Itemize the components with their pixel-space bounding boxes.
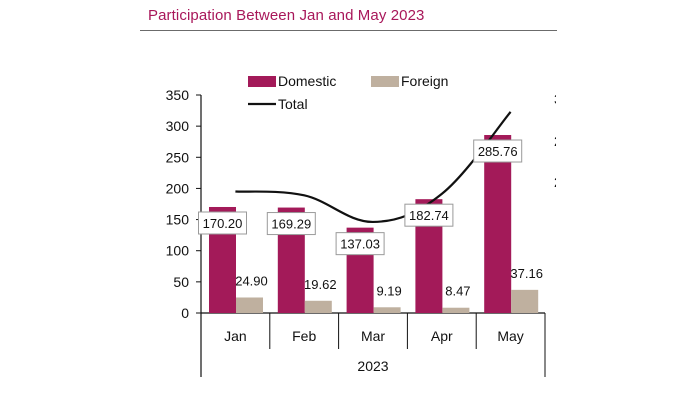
data-label-foreign: 37.16 xyxy=(510,266,543,281)
data-label-domestic: 137.03 xyxy=(340,237,380,252)
bar-foreign xyxy=(511,289,539,313)
y-tick-label: 50 xyxy=(173,274,189,290)
legend-label-foreign: Foreign xyxy=(401,73,448,89)
x-tick-label: Mar xyxy=(361,328,385,344)
legend: Domestic Foreign Total xyxy=(248,73,448,112)
bar-foreign xyxy=(373,307,401,313)
legend-label-total: Total xyxy=(278,96,308,112)
y-tick-label: 100 xyxy=(166,243,190,259)
y-tick-label: 0 xyxy=(181,305,189,321)
title-divider xyxy=(140,30,557,31)
y-tick-label: 350 xyxy=(166,87,190,103)
chart-title: Participation Between Jan and May 2023 xyxy=(148,7,425,24)
bar-domestic xyxy=(484,135,512,313)
x-tick-label: Jan xyxy=(224,328,247,344)
data-label-foreign: 9.19 xyxy=(376,283,401,298)
y-tick-label: 150 xyxy=(166,212,190,228)
y-tick-label: 300 xyxy=(166,118,190,134)
x-axis-group-label: 2023 xyxy=(357,358,388,374)
data-label-box-domestic xyxy=(404,203,454,227)
legend-swatch-foreign xyxy=(371,76,399,87)
data-label-domestic: 182.74 xyxy=(409,208,449,223)
data-label-foreign: 19.62 xyxy=(304,277,337,292)
y-tick-label: 250 xyxy=(166,149,190,165)
data-label-domestic: 170.20 xyxy=(203,216,243,231)
data-label-domestic: 285.76 xyxy=(478,144,518,159)
data-label-foreign: 24.90 xyxy=(235,273,268,288)
bar-foreign xyxy=(236,297,263,313)
legend-label-domestic: Domestic xyxy=(278,73,336,89)
data-label-box-domestic xyxy=(335,232,385,256)
data-label-box-domestic xyxy=(473,139,523,163)
y-tick-label: 200 xyxy=(166,180,190,196)
data-label-domestic: 169.29 xyxy=(271,217,311,232)
bar-foreign xyxy=(442,307,470,313)
data-label-box-domestic xyxy=(266,212,316,236)
data-label-box-domestic xyxy=(198,211,247,235)
x-tick-label: Apr xyxy=(431,328,453,344)
x-tick-label: May xyxy=(497,328,523,344)
line-total xyxy=(235,111,512,224)
legend-swatch-domestic xyxy=(248,76,276,87)
data-label-foreign: 8.47 xyxy=(445,284,470,299)
x-tick-label: Feb xyxy=(292,328,316,344)
bar-foreign xyxy=(304,300,332,313)
